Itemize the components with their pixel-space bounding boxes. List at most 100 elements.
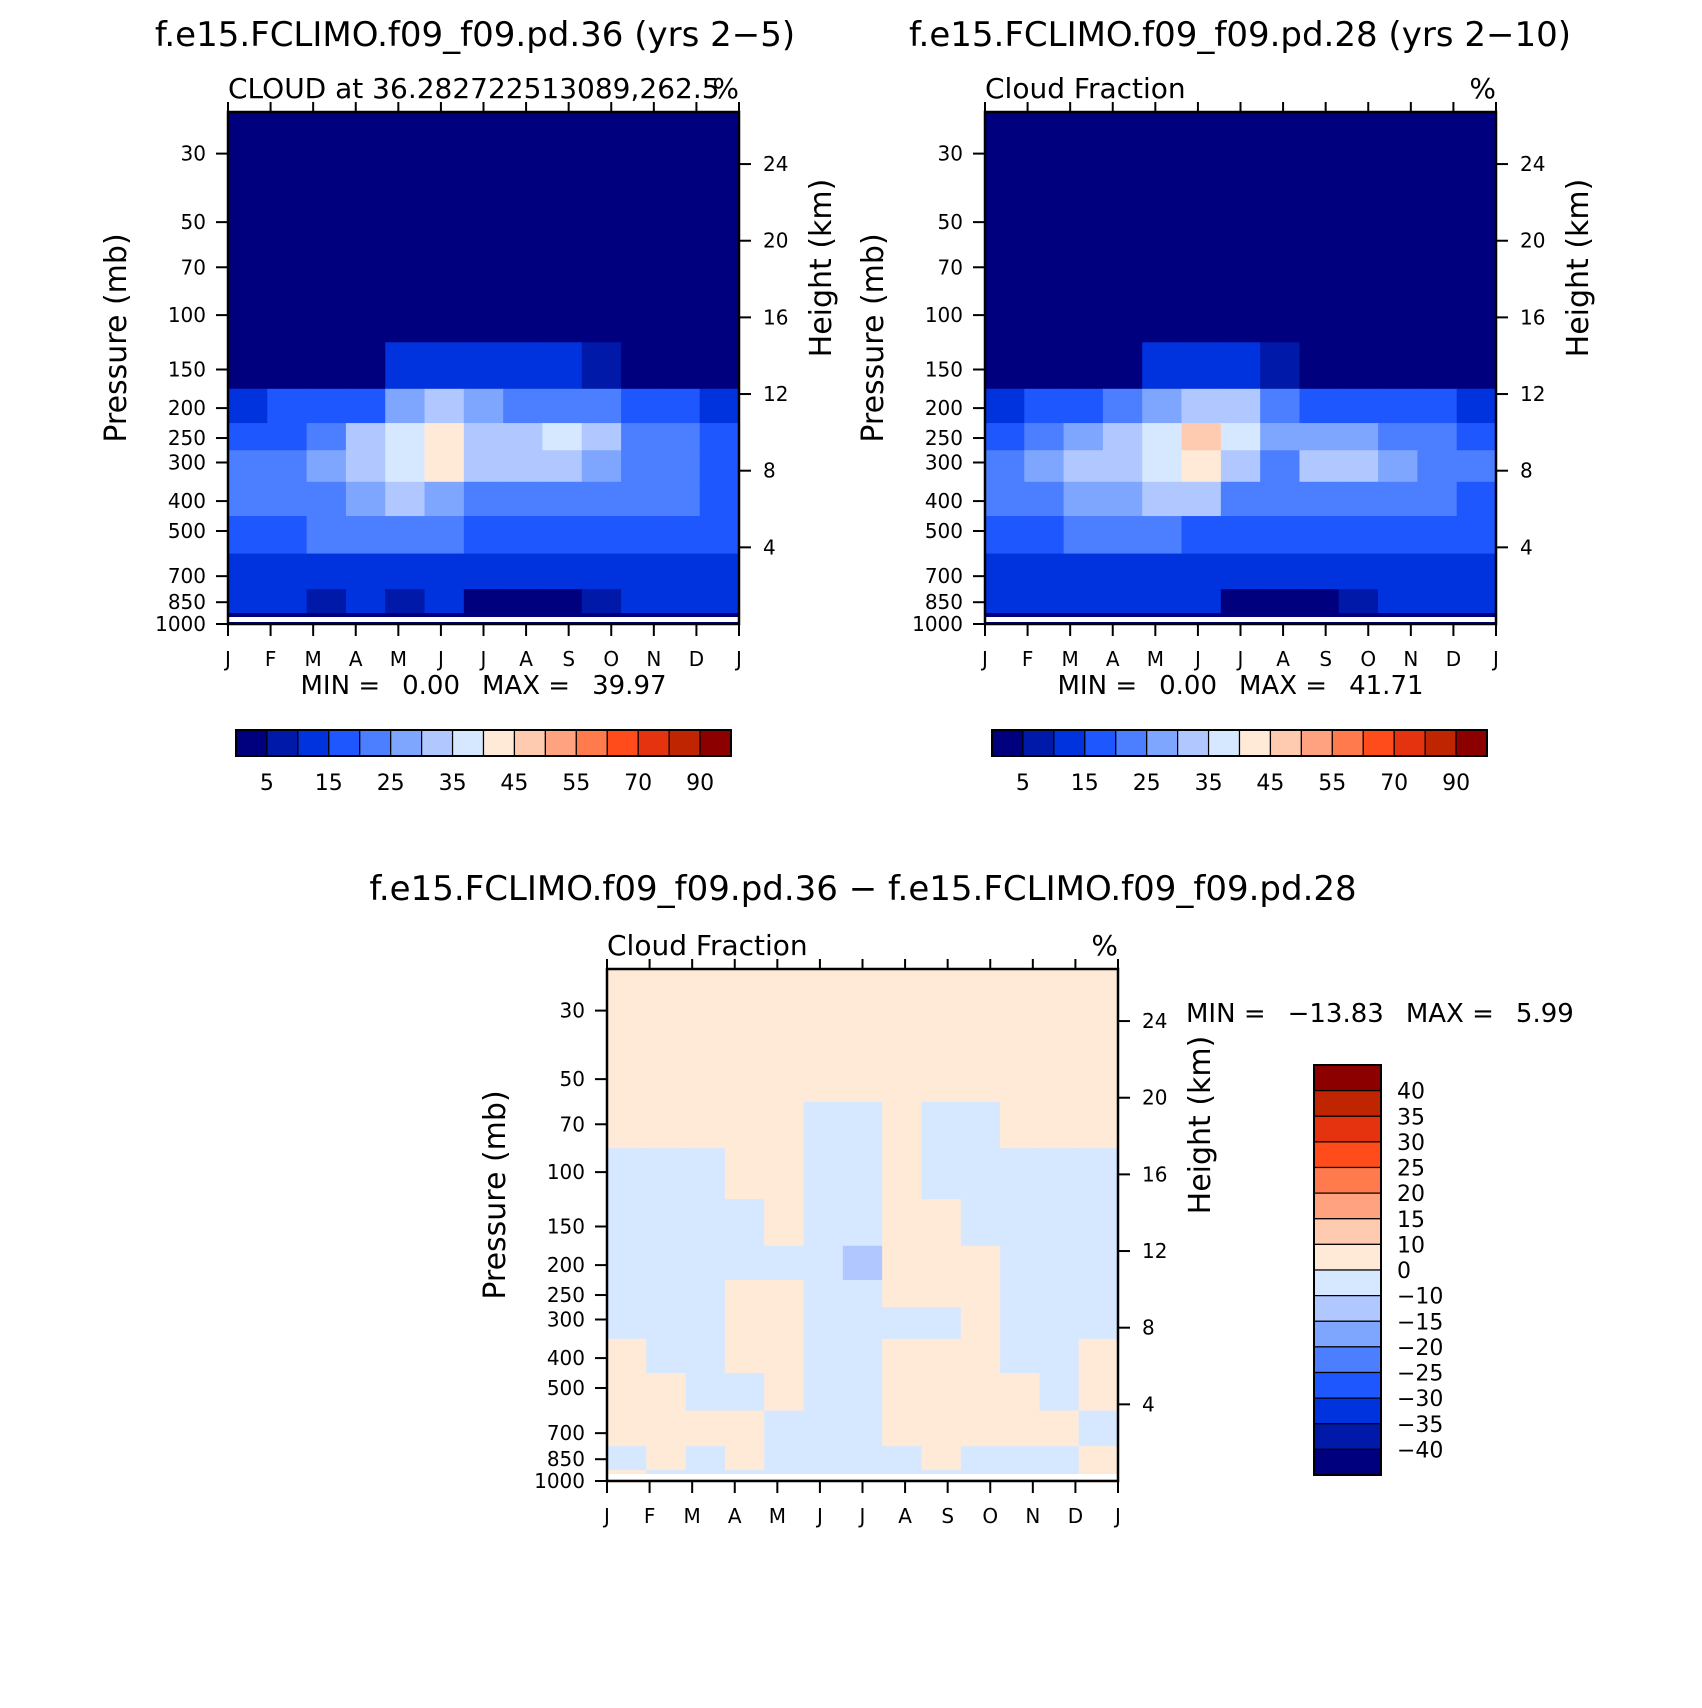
heatmap-cell [463,423,504,451]
heatmap-cell [424,342,465,390]
heatmap-cell [882,1280,923,1308]
heatmap-cell [1417,481,1458,517]
heatmap-cell [1378,516,1418,555]
heatmap-cell [1220,187,1261,246]
colorbar-swatch [1313,1448,1382,1476]
heatmap-cell [685,1307,726,1340]
heatmap-cell [581,388,622,424]
heatmap-cell [1142,187,1183,246]
heatmap-cell [228,450,268,483]
heatmap-cell [660,112,701,189]
colorbar-swatch [606,729,639,757]
heatmap-cell [921,1101,962,1149]
y2-tick-label: 20 [1142,1086,1167,1110]
heatmap-cell [1378,481,1418,517]
heatmap-cell [1024,516,1065,555]
colorbar-swatch [359,729,392,757]
y-tick-label: 250 [925,426,963,450]
heatmap-cell [1000,1044,1040,1103]
heatmap-cell [463,450,504,483]
colorbar: 5 15 25 35 45 55 70 90 [991,729,1488,796]
heatmap-cell [463,388,504,424]
heatmap-cell [842,969,883,1046]
stats-min-value: 0.00 [1159,671,1217,701]
heatmap-cell [646,1044,687,1103]
heatmap-cell [621,553,661,590]
heatmap-cell [542,450,583,483]
heatmap-cell [228,388,268,424]
heatmap-cell [1078,1245,1119,1281]
heatmap-cell [1338,388,1379,424]
heatmap-cell [1142,112,1183,189]
y-tick-label: 1000 [155,612,206,636]
x-tick-label: A [1276,647,1290,671]
heatmap-cell [1456,112,1497,189]
heatmap-cell [803,1245,844,1281]
colorbar-label: 10 [1397,1233,1425,1258]
heatmap-cell [1260,187,1301,246]
heatmap-cell [764,1148,805,1200]
heatmap-cell [842,1410,883,1447]
heatmap-cell [345,112,386,189]
heatmap-cell [1417,112,1458,189]
heatmap-cell [803,1373,844,1412]
stats-min-label: MIN = [1186,999,1266,1029]
colorbar-frame [235,729,732,757]
heatmap-cell [1299,112,1340,189]
heatmap-cell [621,112,661,189]
heatmap-cell [385,423,426,451]
stats-max-label: MAX = [1406,999,1494,1029]
heatmap-cell [764,1307,805,1340]
heatmap-cell [1142,481,1183,517]
y-tick-label: 200 [925,396,963,420]
heatmap-cell [542,244,583,292]
heatmap-cell [345,553,386,590]
surface-strip [607,1474,1118,1479]
heatmap-cell [424,388,465,424]
x-tick-label: S [562,647,575,671]
heatmap-cell [1456,423,1497,451]
colorbar-swatch [991,729,1024,757]
heatmap-cell [842,1280,883,1308]
heatmap-cell [228,589,268,614]
y-tick-label: 300 [547,1307,585,1331]
y-tick-label: 100 [547,1160,585,1184]
colorbar-swatch [1455,729,1488,757]
heatmap-cell [424,481,465,517]
heatmap-cell [1102,112,1143,189]
y-tick-label: 100 [168,303,206,327]
colorbar-swatch [1313,1090,1382,1117]
heatmap-cell [1220,112,1261,189]
colorbar-swatch [513,729,546,757]
heatmap-cell [1299,450,1340,483]
heatmap-cell [542,291,583,343]
x-tick-label: S [1319,647,1332,671]
heatmap-cell [1039,1307,1080,1340]
heatmap-cell [503,388,544,424]
heatmap-cell [1000,1338,1040,1374]
heatmap-cell [685,1373,726,1412]
colorbar-swatch [266,729,299,757]
heatmap-cell [542,589,583,614]
colorbar-swatch [482,729,516,757]
heatmap-cell [581,187,622,246]
heatmap-cell [882,1044,923,1103]
heatmap-cell [424,187,465,246]
heatmap-cell [621,516,661,555]
heatmap-cell [1142,291,1183,343]
y-tick-label: 400 [547,1346,585,1370]
heatmap-cell [621,388,661,424]
stats-max-label: MAX = [1239,671,1327,701]
colorbar-label: 40 [1397,1080,1425,1105]
heatmap-cell [1260,553,1301,590]
heatmap-cell [803,1044,844,1103]
y-tick-label: 70 [560,1112,585,1136]
colorbar-swatch [1313,1115,1382,1143]
heatmap-cell [1417,187,1458,246]
heatmap-cell [1417,553,1458,590]
heatmap-cell [1078,1307,1119,1340]
heatmap-cell [503,423,544,451]
colorbar-label: −15 [1397,1310,1443,1335]
heatmap-cell [1039,1446,1080,1471]
heatmap-cell [463,291,504,343]
